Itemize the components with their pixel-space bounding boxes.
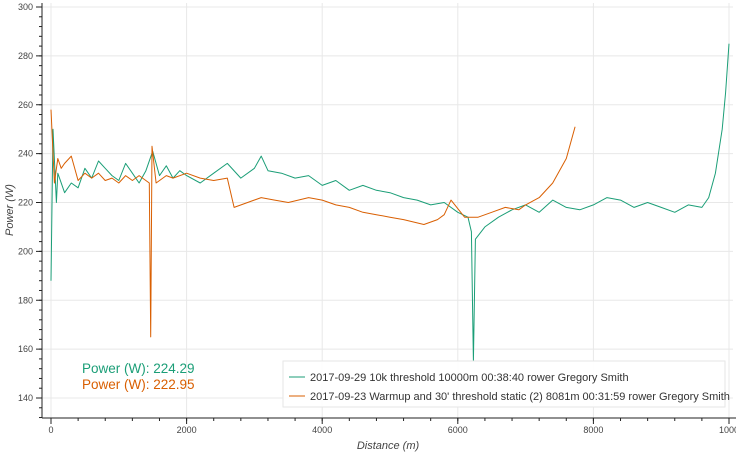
legend-label-2[interactable]: 2017-09-23 Warmup and 30' threshold stat… bbox=[310, 391, 730, 403]
x-tick-label: 6000 bbox=[448, 425, 468, 435]
y-tick-label: 240 bbox=[18, 149, 33, 159]
series-line-2 bbox=[50, 109, 576, 338]
y-tick-label: 300 bbox=[18, 2, 33, 12]
x-tick-label: 2000 bbox=[177, 425, 197, 435]
x-axis-label: Distance (m) bbox=[357, 440, 420, 452]
y-tick-label: 200 bbox=[18, 246, 33, 256]
y-tick-label: 160 bbox=[18, 344, 33, 354]
x-tick-label: 8000 bbox=[583, 425, 603, 435]
y-tick-label: 220 bbox=[18, 198, 33, 208]
y-axis-label: Power (W) bbox=[4, 184, 16, 236]
axes: 140 160 180 200 220 240 260 280 300 0 2000 4000 6000… bbox=[18, 2, 736, 435]
legend-box bbox=[282, 360, 726, 408]
y-tick-label: 280 bbox=[18, 51, 33, 61]
y-tick-label: 180 bbox=[18, 295, 33, 305]
y-tick-label: 140 bbox=[18, 393, 33, 403]
readout-series-2: Power (W): 222.95 bbox=[82, 377, 195, 392]
legend-label-1[interactable]: 2017-09-29 10k threshold 10000m 00:38:40… bbox=[310, 372, 629, 384]
x-tick-label: 4000 bbox=[312, 425, 332, 435]
readout-series-1: Power (W): 224.29 bbox=[82, 361, 195, 376]
y-tick-label: 260 bbox=[18, 100, 33, 110]
legend: 2017-09-29 10k threshold 10000m 00:38:40… bbox=[282, 360, 730, 408]
series-lines bbox=[50, 43, 730, 362]
x-tick-label: 0 bbox=[48, 425, 53, 435]
series-line-1 bbox=[50, 43, 730, 362]
plot-area bbox=[42, 3, 733, 418]
x-tick-label: 1000 bbox=[719, 425, 736, 435]
grid bbox=[42, 3, 733, 418]
readout: Power (W): 224.29 Power (W): 222.95 bbox=[82, 361, 195, 392]
